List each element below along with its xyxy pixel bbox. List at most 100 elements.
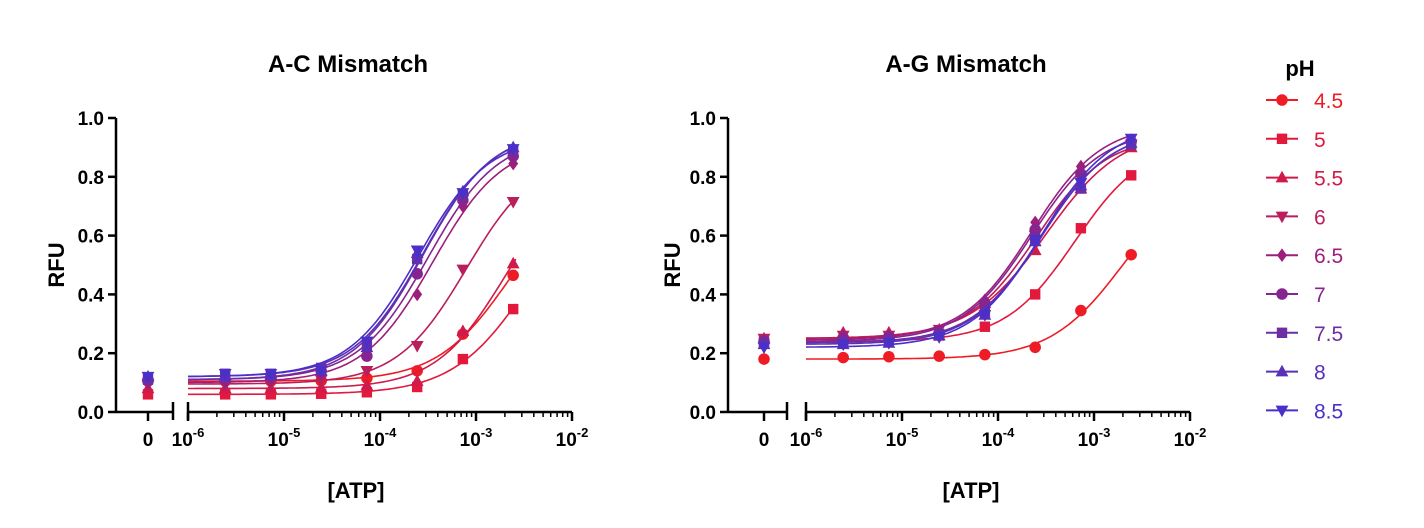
data-point — [361, 372, 373, 384]
x-tick-exponent: -6 — [811, 425, 823, 440]
legend-label: 8.5 — [1314, 400, 1343, 423]
x-tick-label: 10-2 — [1174, 425, 1207, 451]
data-point — [1075, 168, 1087, 180]
data-point — [411, 381, 423, 393]
data-point — [410, 245, 424, 258]
legend-item-4.5: 4.5 — [1266, 90, 1343, 113]
x-tick-exponent: -5 — [907, 425, 919, 440]
data-point — [978, 310, 992, 322]
data-point — [758, 353, 770, 365]
legend-item-7.5: 7.5 — [1266, 323, 1343, 346]
fit-curve — [188, 197, 517, 385]
data-point — [410, 374, 424, 386]
x-tick-label: 10-6 — [790, 425, 823, 451]
data-point — [410, 341, 424, 353]
fit-curve — [188, 145, 517, 378]
legend-marker-triangle-up — [1275, 364, 1289, 377]
series-4.5 — [758, 248, 1137, 365]
data-point — [1075, 223, 1087, 234]
legend-item-5.5: 5.5 — [1266, 168, 1343, 191]
data-point — [1029, 289, 1041, 300]
data-point — [314, 374, 328, 387]
data-point — [1029, 341, 1041, 354]
legend-label: 5 — [1314, 129, 1326, 152]
x-tick-label: 10-6 — [172, 425, 205, 451]
legend-item-6: 6 — [1266, 206, 1326, 229]
legend-marker-circle — [1276, 94, 1288, 106]
x-tick-exponent: -3 — [1099, 425, 1111, 440]
data-point — [508, 156, 519, 171]
y-tick-label: 0.4 — [690, 285, 717, 306]
x-axis-label: [ATP] — [942, 478, 999, 503]
y-tick-label: 0.6 — [690, 227, 716, 248]
data-point — [457, 199, 468, 213]
series-8.5 — [757, 133, 1138, 355]
legend-item-6.5: 6.5 — [1266, 245, 1343, 268]
data-point — [506, 256, 520, 269]
x-tick-label: 10-5 — [268, 425, 301, 451]
data-point — [361, 350, 373, 362]
y-tick-label: 0.8 — [78, 168, 104, 189]
data-point — [141, 371, 155, 384]
legend-marker-circle — [1276, 288, 1288, 300]
legend-item-7: 7 — [1266, 284, 1326, 307]
chart-title: A-G Mismatch — [885, 51, 1046, 78]
data-point — [1030, 215, 1041, 230]
fit-curve — [188, 269, 517, 382]
data-point — [218, 368, 232, 381]
series-8 — [141, 140, 520, 382]
x-tick-base: 10 — [886, 430, 907, 451]
data-point — [1125, 248, 1137, 261]
x-axis-label: [ATP] — [327, 478, 384, 503]
x-tick-label: 10-4 — [982, 425, 1015, 451]
x-tick-base: 10 — [172, 430, 193, 451]
x-tick-base: 10 — [1174, 430, 1195, 451]
x-tick-base: 0 — [759, 430, 770, 451]
data-point — [507, 269, 519, 282]
data-point — [1125, 170, 1137, 181]
fit-curve — [188, 161, 517, 384]
legend-marker-diamond — [1277, 248, 1287, 262]
x-tick-base: 10 — [364, 430, 385, 451]
data-point — [757, 342, 771, 355]
data-point — [883, 350, 895, 363]
x-tick-label: 0 — [143, 430, 154, 451]
data-point — [264, 368, 278, 381]
data-point — [456, 188, 470, 200]
x-tick-label: 10-2 — [556, 425, 589, 451]
y-tick-label: 0.4 — [78, 285, 105, 306]
x-tick-exponent: -3 — [481, 425, 493, 440]
x-tick-base: 10 — [982, 430, 1003, 451]
fit-curve — [187, 145, 517, 381]
data-point — [314, 366, 328, 378]
data-point — [1124, 133, 1138, 146]
data-point — [456, 324, 470, 336]
data-point — [1029, 223, 1041, 236]
legend-label: 6.5 — [1314, 245, 1343, 268]
x-tick-exponent: -4 — [385, 425, 397, 440]
legend-label: 6 — [1314, 206, 1326, 229]
x-tick-base: 10 — [790, 430, 811, 451]
legend-label: 7.5 — [1314, 323, 1343, 346]
data-point — [836, 339, 850, 352]
y-tick-label: 0.2 — [690, 344, 716, 365]
data-point — [506, 144, 520, 156]
legend-item-8.5: 8.5 — [1266, 400, 1343, 423]
data-point — [360, 336, 374, 349]
x-tick-label: 0 — [759, 430, 770, 451]
data-point — [932, 332, 946, 344]
x-tick-base: 10 — [268, 430, 289, 451]
data-point — [882, 338, 896, 350]
series-5.5 — [141, 256, 520, 394]
legend: pH4.5 5 5.5 6 6.5 7 7.5 8 8.5 — [1266, 56, 1343, 423]
data-point — [507, 303, 519, 315]
x-tick-label: 10-3 — [460, 425, 493, 451]
y-axis-label: RFU — [44, 242, 69, 287]
legend-marker-square — [1276, 133, 1288, 144]
x-tick-label: 10-4 — [364, 425, 397, 451]
data-point — [979, 321, 991, 332]
legend-title: pH — [1285, 56, 1314, 81]
